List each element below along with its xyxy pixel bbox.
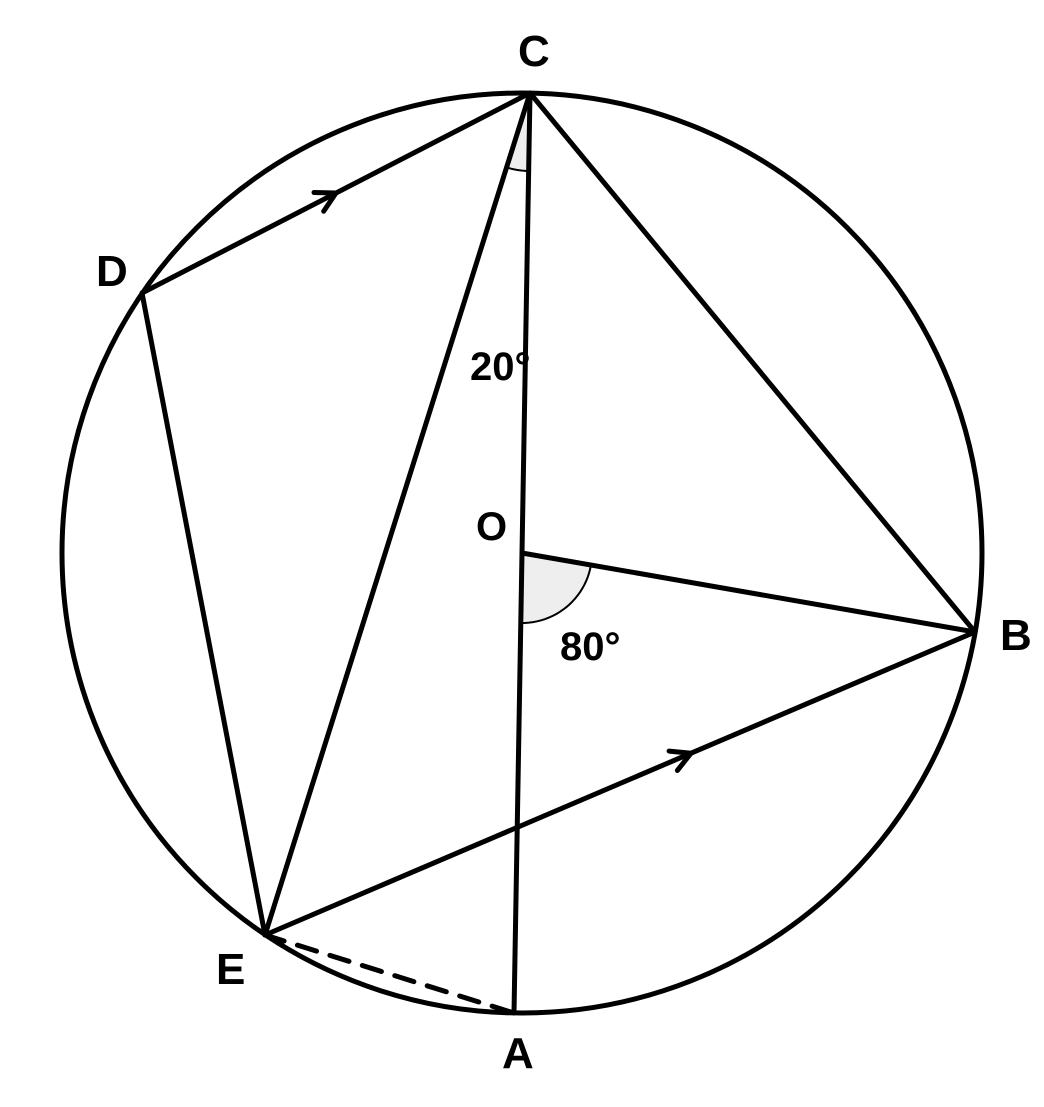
- line-OB: [522, 553, 975, 632]
- angle-label: 20°: [470, 345, 531, 389]
- parallel-arrows: [314, 192, 691, 770]
- geometry-diagram: C D B A E O 20° 80°: [0, 0, 1044, 1107]
- point-label-E: E: [216, 945, 245, 994]
- center-label: O: [476, 505, 507, 549]
- line-EB: [265, 632, 975, 935]
- dashed-line-EA: [265, 935, 514, 1013]
- point-label-B: B: [1000, 611, 1032, 660]
- line-CB: [530, 93, 975, 632]
- dashed-lines: [265, 935, 514, 1013]
- point-label-D: D: [96, 247, 128, 296]
- labels: C D B A E O 20° 80°: [96, 27, 1032, 1078]
- point-label-A: A: [502, 1029, 534, 1078]
- point-label-C: C: [518, 27, 550, 76]
- angle-label: 80°: [560, 625, 621, 669]
